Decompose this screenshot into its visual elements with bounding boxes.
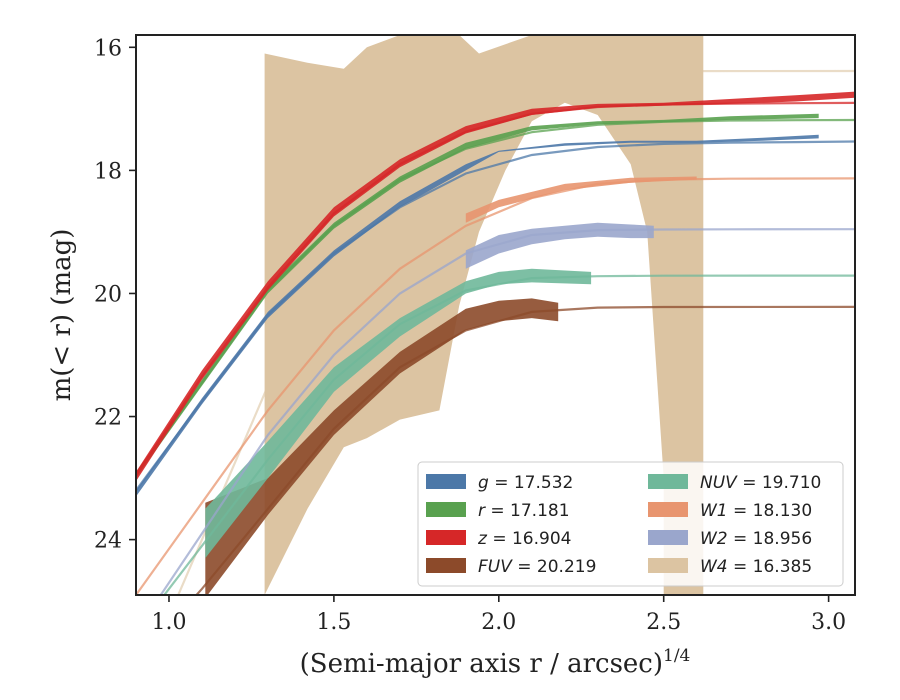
band-w1 <box>465 176 697 223</box>
legend-label-fuv: FUV = 20.219 <box>478 557 596 577</box>
legend-swatch-fuv <box>426 558 466 573</box>
x-tick-label: 2.0 <box>481 610 516 635</box>
y-tick-label: 22 <box>94 406 122 431</box>
band-w4 <box>264 35 704 595</box>
axis-ticks: 1.0 1.5 2.0 2.5 3.0 16 18 20 22 24 <box>94 36 846 635</box>
band-w2 <box>465 222 654 269</box>
legend-swatch-nuv <box>648 474 688 489</box>
x-tick-label: 1.5 <box>316 610 351 635</box>
legend: g = 17.532 r = 17.181 z = 16.904 FUV = 20.2… <box>417 461 844 587</box>
legend-swatch-r <box>426 502 466 517</box>
x-axis-label: (Semi-major axis r / arcsec)1/4 <box>300 646 691 679</box>
legend-frame <box>417 461 844 587</box>
legend-swatch-z <box>426 530 466 545</box>
y-tick-label: 20 <box>94 282 122 307</box>
legend-label-z: z = 16.904 <box>477 529 571 549</box>
legend-label-w1: W1 = 18.130 <box>700 501 812 521</box>
y-tick-label: 16 <box>94 36 122 61</box>
legend-swatch-w1 <box>648 502 688 517</box>
legend-label-r: r = 17.181 <box>478 501 570 521</box>
x-tick-label: 2.5 <box>646 610 681 635</box>
plot-frame <box>135 34 856 596</box>
plot-area <box>136 35 855 595</box>
legend-label-nuv: NUV = 19.710 <box>700 473 821 493</box>
x-tick-label: 1.0 <box>151 610 186 635</box>
x-tick-label: 3.0 <box>811 610 846 635</box>
band-nuv <box>205 268 592 559</box>
y-tick-label: 24 <box>94 529 122 554</box>
legend-swatch-g <box>426 474 466 489</box>
x-axis-label-superscript: 1/4 <box>663 646 690 666</box>
y-axis-label: m(< r) (mag) <box>47 229 77 402</box>
legend-label-w2: W2 = 18.956 <box>700 529 812 549</box>
y-tick-label: 18 <box>94 159 122 184</box>
legend-label-w4: W4 = 16.385 <box>700 557 812 577</box>
legend-swatch-w4 <box>648 558 688 573</box>
legend-swatch-w2 <box>648 530 688 545</box>
legend-label-g: g = 17.532 <box>478 473 573 493</box>
